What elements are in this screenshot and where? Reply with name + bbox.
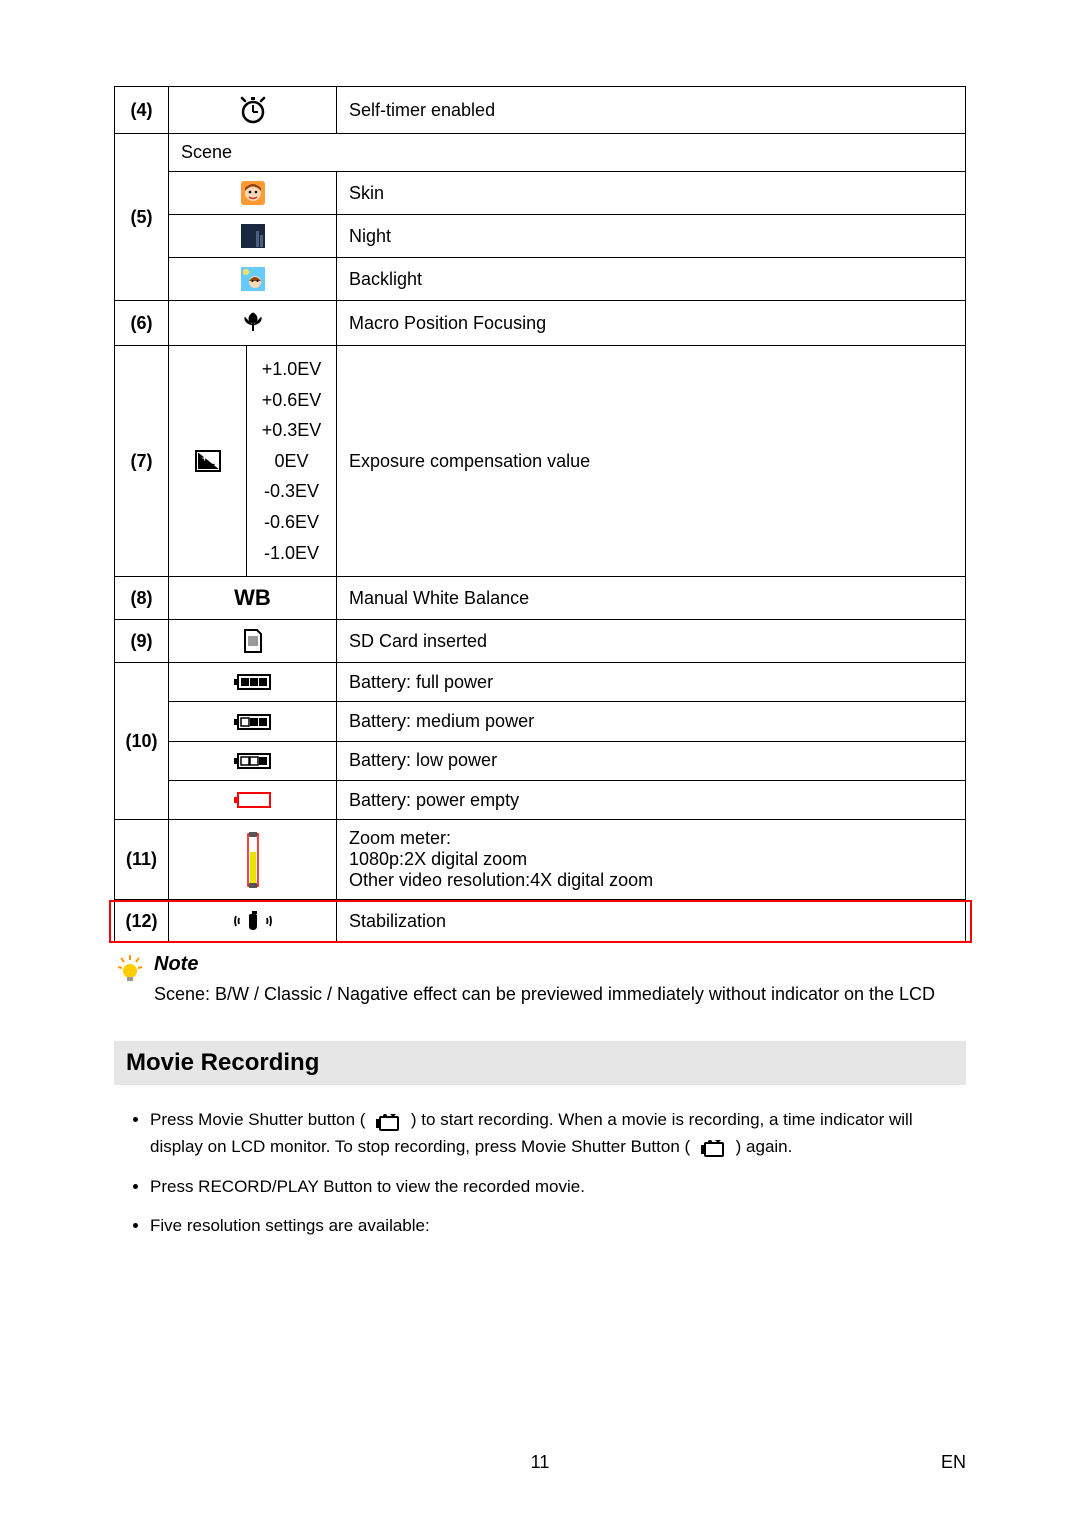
table-row: Battery: low power [115,741,966,780]
table-row: (10) Battery: full power [115,663,966,702]
battery-medium-icon [169,702,337,741]
ev-icon: + - [169,346,247,577]
row-num: (12) [115,900,169,943]
row-desc: Macro Position Focusing [337,301,966,346]
list-item: Press Movie Shutter button ( ) to start … [150,1107,966,1160]
table-row: (5) Scene [115,134,966,172]
table-row: (11) Zoom meter: 1080p:2X digital zoom O… [115,820,966,900]
row-desc: Stabilization [337,900,966,943]
list-item: Five resolution settings are available: [150,1213,966,1239]
lang-label: EN [941,1452,966,1473]
row-num: (6) [115,301,169,346]
table-row: (12) Stabilization [115,900,966,943]
backlight-icon [169,258,337,301]
movie-shutter-icon [374,1108,402,1134]
note-title: Note [154,953,966,976]
row-desc: Self-timer enabled [337,87,966,134]
scene-label: Scene [169,134,966,172]
table-row: Battery: medium power [115,702,966,741]
row-num: (7) [115,346,169,577]
lightbulb-icon [114,953,146,985]
table-row: (9) SD Card inserted [115,620,966,663]
row-desc: Night [337,215,966,258]
row-desc: Zoom meter: 1080p:2X digital zoom Other … [337,820,966,900]
note-text: Scene: B/W / Classic / Nagative effect c… [154,982,966,1007]
battery-low-icon [169,741,337,780]
movie-shutter-icon [699,1134,727,1160]
footer: 11 EN [114,1452,966,1473]
row-desc: Exposure compensation value [337,346,966,577]
table-row: (6) Macro Position Focusing [115,301,966,346]
ev-values: +1.0EV +0.6EV +0.3EV 0EV -0.3EV -0.6EV -… [247,346,337,577]
note-section: Note Scene: B/W / Classic / Nagative eff… [114,953,966,1007]
row-num: (9) [115,620,169,663]
row-desc: Battery: medium power [337,702,966,741]
table-row: Night [115,215,966,258]
indicators-table: (4) Self-timer enabled (5) Scene [114,86,966,943]
list-item: Press RECORD/PLAY Button to view the rec… [150,1174,966,1200]
skin-icon [169,172,337,215]
row-desc: Backlight [337,258,966,301]
table-row: Battery: power empty [115,780,966,819]
row-num: (8) [115,577,169,620]
self-timer-icon [169,87,337,134]
row-desc: Battery: low power [337,741,966,780]
row-desc: Battery: full power [337,663,966,702]
row-num: (5) [115,134,169,301]
svg-text:+: + [202,453,207,463]
battery-empty-icon [169,780,337,819]
row-desc: Manual White Balance [337,577,966,620]
wb-icon: WB [169,577,337,620]
table-row: (7) + - +1.0EV +0.6EV +0.3EV 0EV -0.3EV … [115,346,966,577]
sd-card-icon [169,620,337,663]
row-num: (11) [115,820,169,900]
stabilization-icon [169,900,337,943]
svg-text:-: - [212,459,215,469]
row-num: (4) [115,87,169,134]
row-num: (10) [115,663,169,820]
table-row: (4) Self-timer enabled [115,87,966,134]
row-desc: Battery: power empty [337,780,966,819]
row-desc: SD Card inserted [337,620,966,663]
zoom-meter-icon [169,820,337,900]
section-header: Movie Recording [114,1041,966,1085]
page-number: 11 [531,1452,550,1473]
row-desc: Skin [337,172,966,215]
macro-icon [169,301,337,346]
table-row: Skin [115,172,966,215]
table-row: Backlight [115,258,966,301]
instructions-list: Press Movie Shutter button ( ) to start … [114,1107,966,1239]
page: (4) Self-timer enabled (5) Scene [0,0,1080,1313]
battery-full-icon [169,663,337,702]
night-icon [169,215,337,258]
table-row: (8) WB Manual White Balance [115,577,966,620]
